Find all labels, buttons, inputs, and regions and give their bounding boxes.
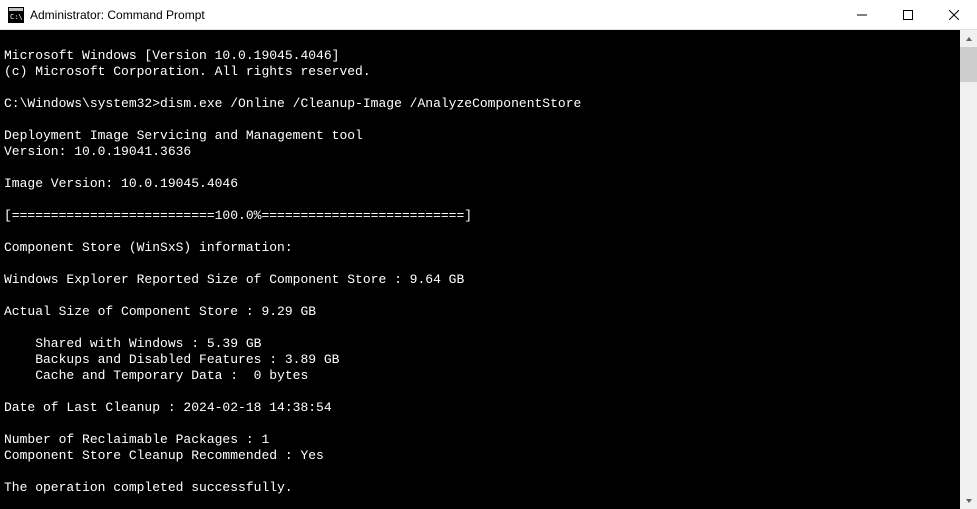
close-button[interactable] <box>931 0 977 29</box>
maximize-button[interactable] <box>885 0 931 29</box>
output-line: Cache and Temporary Data : 0 bytes <box>4 368 308 383</box>
output-line: Version: 10.0.19041.3636 <box>4 144 191 159</box>
output-line: Component Store Cleanup Recommended : Ye… <box>4 448 324 463</box>
terminal-body: Microsoft Windows [Version 10.0.19045.40… <box>0 30 977 509</box>
output-line: Deployment Image Servicing and Managemen… <box>4 128 363 143</box>
output-line: The operation completed successfully. <box>4 480 293 495</box>
prompt-path: C:\Windows\system32> <box>4 96 160 111</box>
output-line: Windows Explorer Reported Size of Compon… <box>4 272 464 287</box>
svg-text:C:\: C:\ <box>10 13 23 21</box>
output-line: Component Store (WinSxS) information: <box>4 240 293 255</box>
cmd-icon: C:\ <box>8 7 24 23</box>
scroll-up-arrow[interactable] <box>960 30 977 47</box>
output-line: Number of Reclaimable Packages : 1 <box>4 432 269 447</box>
window-controls <box>839 0 977 29</box>
progress-bar: [==========================100.0%=======… <box>4 208 472 223</box>
output-line: Image Version: 10.0.19045.4046 <box>4 176 238 191</box>
output-line: Date of Last Cleanup : 2024-02-18 14:38:… <box>4 400 332 415</box>
scroll-thumb[interactable] <box>960 47 977 82</box>
scroll-down-arrow[interactable] <box>960 492 977 509</box>
window-titlebar: C:\ Administrator: Command Prompt <box>0 0 977 30</box>
command-text: dism.exe /Online /Cleanup-Image /Analyze… <box>160 96 581 111</box>
output-line: Backups and Disabled Features : 3.89 GB <box>4 352 339 367</box>
output-line: (c) Microsoft Corporation. All rights re… <box>4 64 371 79</box>
output-line: Actual Size of Component Store : 9.29 GB <box>4 304 316 319</box>
output-line: Shared with Windows : 5.39 GB <box>4 336 261 351</box>
terminal-content[interactable]: Microsoft Windows [Version 10.0.19045.40… <box>0 30 960 509</box>
vertical-scrollbar[interactable] <box>960 30 977 509</box>
minimize-button[interactable] <box>839 0 885 29</box>
output-line: Microsoft Windows [Version 10.0.19045.40… <box>4 48 339 63</box>
window-title: Administrator: Command Prompt <box>30 8 839 22</box>
